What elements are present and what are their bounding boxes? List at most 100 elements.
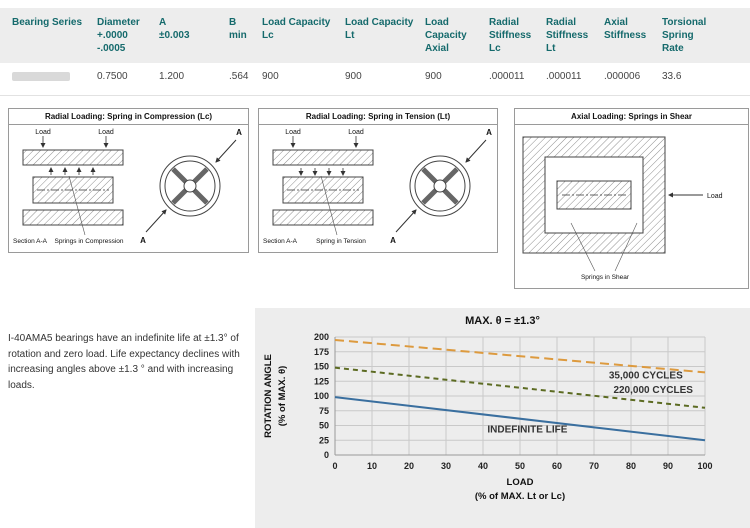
housing [522, 136, 666, 254]
housing-bottom [272, 209, 374, 226]
spec-table-header: Bearing Series Diameter +.0000 -.0005 A … [0, 8, 750, 63]
hub [183, 179, 197, 193]
load-label: Load [285, 129, 301, 136]
section-a-label: A [140, 236, 146, 245]
load-capacity-axial-value: 900 [425, 71, 442, 82]
col-header-b: B min [229, 17, 247, 41]
bearing-inner-ring [164, 160, 216, 212]
leader-line [320, 175, 338, 236]
series-annotation: INDEFINITE LIFE [487, 425, 567, 436]
load-label: Load [98, 129, 114, 136]
col-header-axial-stiffness: Axial Stiffness [604, 17, 647, 41]
y-axis-title: ROTATION ANGLE [263, 354, 274, 438]
y-tick-label: 175 [314, 347, 329, 357]
series-annotation: 220,000 CYCLES [613, 385, 693, 396]
bearing-inner-ring [414, 160, 466, 212]
col-header-diameter: Diameter +.0000 -.0005 [97, 17, 140, 54]
tension-diagram-drawing: Load Load Section A-A Spring in Tension … [263, 128, 492, 245]
hub [433, 179, 447, 193]
y-tick-label: 50 [319, 421, 329, 431]
col-header-bearing-series: Bearing Series [12, 17, 83, 28]
y-tick-label: 0 [324, 450, 329, 460]
torsional-spring-rate-value: 33.6 [662, 71, 682, 82]
springs-label: Springs in Compression [54, 238, 123, 245]
radial-stiffness-lt-value: .000011 [546, 71, 582, 82]
section-a-label: A [486, 128, 492, 137]
load-label: Load [348, 129, 364, 136]
load-capacity-lc-value: 900 [262, 71, 279, 82]
redacted-text [12, 72, 70, 81]
divider [0, 95, 750, 96]
x-tick-label: 0 [332, 461, 337, 471]
x-tick-label: 90 [663, 461, 673, 471]
x-tick-label: 10 [367, 461, 377, 471]
load-label: Load [707, 193, 723, 200]
load-capacity-lt-value: 900 [345, 71, 362, 82]
series-line [334, 338, 706, 374]
col-header-radial-stiffness-lt: Radial Stiffness Lt [546, 17, 589, 54]
leader-line [570, 222, 596, 272]
axial-stiffness-value: .000006 [604, 71, 641, 82]
y-axis-subtitle: (% of MAX. θ) [277, 366, 288, 427]
y-tick-label: 75 [319, 406, 329, 416]
chart-panel: MAX. θ = ±1.3° 0 10 20 30 40 50 60 70 80 90 100 0 25… [255, 308, 750, 528]
housing-bottom [22, 209, 124, 226]
rotation-angle-vs-load-chart: 0 10 20 30 40 50 60 70 80 90 100 0 25 50 75 100 125 150 17… [263, 332, 713, 502]
col-header-a: A ±0.003 [159, 17, 190, 41]
col-header-load-capacity-axial: Load Capacity Axial [425, 17, 467, 54]
diagram-radial-tension: Radial Loading: Spring in Tension (Lt) L… [258, 108, 498, 253]
col-header-load-capacity-lc: Load Capacity Lc [262, 17, 331, 41]
x-tick-label: 100 [697, 461, 712, 471]
x-axis-subtitle: (% of MAX. Lt or Lc) [475, 491, 565, 502]
load-label: Load [35, 129, 51, 136]
radial-stiffness-lc-value: .000011 [489, 71, 525, 82]
series-line [334, 366, 706, 409]
section-label: Section A-A [263, 238, 298, 245]
diagram-axial-shear: Axial Loading: Springs in Shear Load Spr… [514, 108, 749, 289]
x-tick-label: 60 [552, 461, 562, 471]
y-tick-label: 100 [314, 391, 329, 401]
diagram-title: Axial Loading: Springs in Shear [515, 109, 748, 125]
diagram-title: Radial Loading: Spring in Compression (L… [9, 109, 248, 125]
x-tick-label: 70 [589, 461, 599, 471]
a-value: 1.200 [159, 71, 185, 82]
spec-table: Bearing Series Diameter +.0000 -.0005 A … [0, 8, 750, 92]
x-tick-label: 50 [515, 461, 525, 471]
col-header-load-capacity-lt: Load Capacity Lt [345, 17, 414, 41]
leader-line [614, 222, 638, 272]
section-label: Section A-A [13, 238, 48, 245]
series-line [334, 396, 706, 442]
diagram-radial-compression: Radial Loading: Spring in Compression (L… [8, 108, 249, 253]
y-tick-label: 150 [314, 362, 329, 372]
spec-table-row: 0.7500 1.200 .564 900 900 900 .000011 .0… [0, 63, 750, 92]
springs-label: Springs in Shear [581, 274, 630, 281]
y-tick-label: 200 [314, 332, 329, 342]
diagram-title: Radial Loading: Spring in Tension (Lt) [259, 109, 497, 125]
col-header-radial-stiffness-lc: Radial Stiffness Lc [489, 17, 532, 54]
housing-top [272, 149, 374, 166]
section-arrow [395, 209, 417, 233]
leader-line [68, 175, 86, 236]
diameter-value: 0.7500 [97, 71, 128, 82]
life-note: I-40AMA5 bearings have an indefinite lif… [8, 333, 240, 391]
x-tick-label: 80 [626, 461, 636, 471]
section-a-label: A [390, 236, 396, 245]
compression-diagram-drawing: Load Load Section A-A Springs in Compres… [13, 128, 242, 245]
springs-label: Spring in Tension [316, 238, 366, 245]
x-tick-label: 20 [404, 461, 414, 471]
section-arrow [465, 139, 487, 163]
housing-top [22, 149, 124, 166]
y-tick-label: 125 [314, 376, 329, 386]
section-arrow [145, 209, 167, 233]
b-value: .564 [229, 71, 249, 82]
section-a-label: A [236, 128, 242, 137]
shear-diagram-drawing: Load Springs in Shear [522, 136, 723, 281]
bearing-series-value [12, 71, 97, 84]
x-tick-label: 40 [478, 461, 488, 471]
x-axis-title: LOAD [507, 477, 534, 488]
series-annotation: 35,000 CYCLES [609, 370, 683, 381]
x-tick-label: 30 [441, 461, 451, 471]
section-arrow [215, 139, 237, 163]
chart-title: MAX. θ = ±1.3° [465, 315, 540, 327]
